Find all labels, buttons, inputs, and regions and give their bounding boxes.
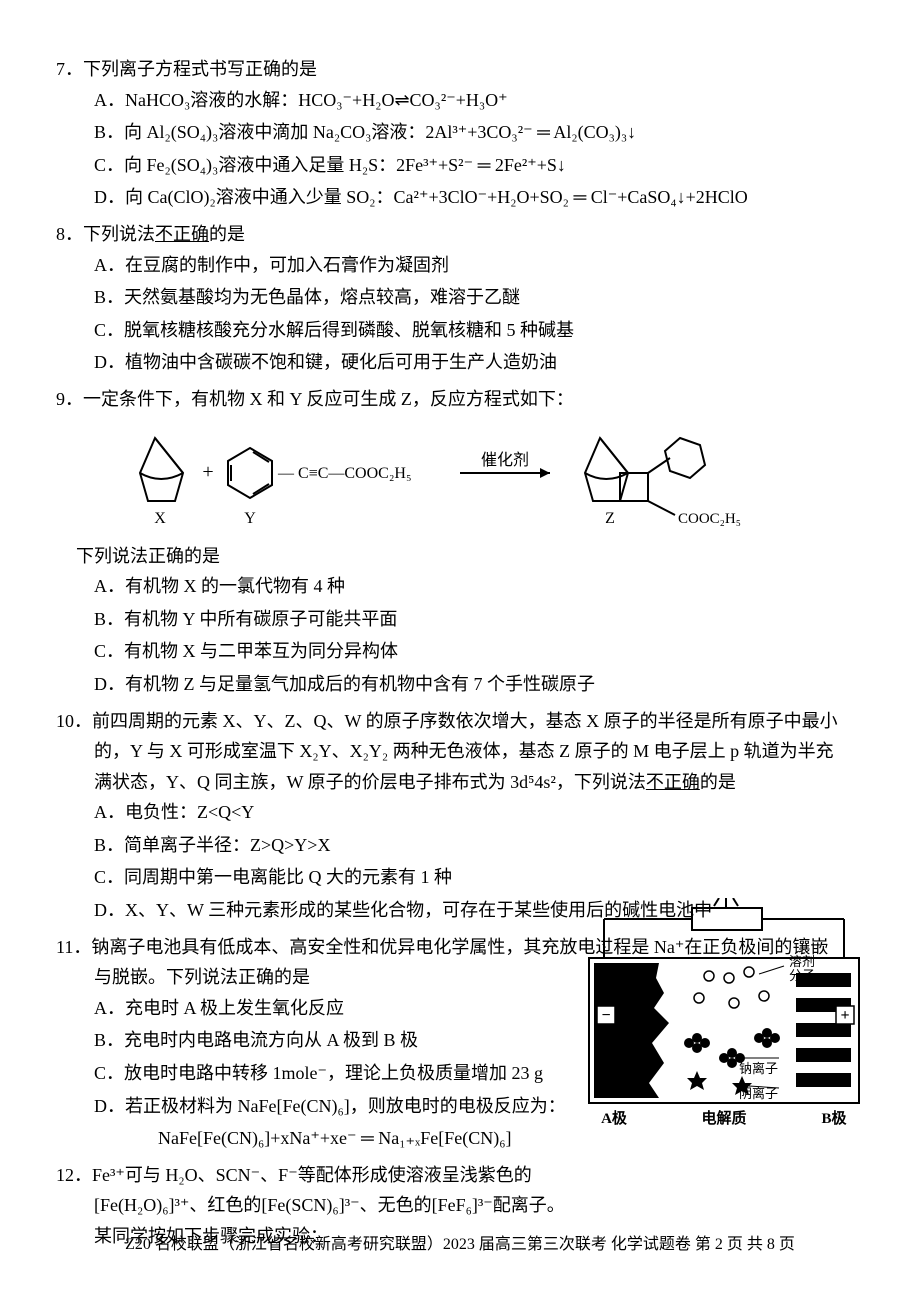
q8-stem-post: 的是 (209, 224, 245, 244)
question-7: 7．下列离子方程式书写正确的是 A．NaHCO₃溶液的水解：HCO₃⁻+H₂O⇌… (56, 54, 864, 213)
q9-substatement: 下列说法正确的是 (56, 541, 864, 572)
q8-stem-underline: 不正确 (155, 224, 209, 244)
catalyst-label: 催化剂 (481, 451, 529, 469)
q12-stem-line2: [Fe(H₂O)₆]³⁺、红色的[Fe(SCN)₆]³⁻、无色的[FeF₆]³⁻… (56, 1190, 596, 1221)
q12-stem-line1: 12．Fe³⁺可与 H₂O、SCN⁻、F⁻等配体形成使溶液呈浅紫色的 (56, 1160, 596, 1191)
battery-diagram: − + 溶剂 分子 (584, 898, 864, 1133)
q7-options: A．NaHCO₃溶液的水解：HCO₃⁻+H₂O⇌CO₃²⁻+H₃O⁺ B．向 A… (56, 85, 864, 213)
q9-options: A．有机物 X 的一氯代物有 4 种 B．有机物 Y 中所有碳原子可能共平面 C… (56, 571, 864, 699)
q11-option-c: C．放电时电路中转移 1mole⁻，理论上负极质量增加 23 g (94, 1058, 644, 1089)
page-footer: Z20 名校联盟（浙江省名校新高考研究联盟）2023 届高三第三次联考 化学试题… (0, 1231, 920, 1258)
q10-stem-line2: 的，Y 与 X 可形成室温下 X₂Y、X₂Y₂ 两种无色液体，基态 Z 原子的 … (56, 736, 864, 767)
q10-option-c: C．同周期中第一电离能比 Q 大的元素有 1 种 (94, 862, 864, 893)
b-electrode-label: B极 (821, 1109, 847, 1127)
question-8: 8．下列说法不正确的是 A．在豆腐的制作中，可加入石膏作为凝固剂 B．天然氨基酸… (56, 219, 864, 378)
formula-segment: — C≡C—COOC₂H₅ (277, 465, 412, 482)
x-label: X (154, 510, 166, 527)
q9-reaction-figure: X + Y — C≡C—COOC₂H₅ 催化剂 (56, 423, 864, 533)
q10-option-a: A．电负性：Z<Q<Y (94, 797, 864, 828)
reaction-svg: X + Y — C≡C—COOC₂H₅ 催化剂 (100, 423, 820, 533)
molecule-label: 分子 (789, 968, 815, 983)
q8-option-c: C．脱氧核糖核酸充分水解后得到磷酸、脱氧核糖和 5 种碱基 (94, 315, 864, 346)
question-9: 9．一定条件下，有机物 X 和 Y 反应可生成 Z，反应方程式如下： X + Y… (56, 384, 864, 700)
q10-stem-line3-pre: 满状态，Y、Q 同主族，W 原子的价层电子排布式为 3d⁵4s²，下列说法 (94, 772, 646, 792)
q9-option-b: B．有机物 Y 中所有碳原子可能共平面 (94, 604, 864, 635)
q7-option-c: C．向 Fe₂(SO₄)₃溶液中通入足量 H₂S：2Fe³⁺+S²⁻ ═ 2Fe… (94, 150, 864, 181)
q10-option-b: B．简单离子半径：Z>Q>Y>X (94, 830, 864, 861)
q8-stem-pre: 8．下列说法 (56, 224, 155, 244)
anion-label: 阴离子 (739, 1086, 778, 1101)
q7-stem: 7．下列离子方程式书写正确的是 (56, 54, 864, 85)
plus-sign: + (202, 461, 213, 483)
plus-terminal: + (840, 1007, 849, 1024)
q10-stem-line3: 满状态，Y、Q 同主族，W 原子的价层电子排布式为 3d⁵4s²，下列说法不正确… (56, 767, 864, 798)
minus-terminal: − (601, 1007, 610, 1024)
electrolyte-label: 电解质 (701, 1109, 746, 1127)
battery-svg: − + 溶剂 分子 (584, 898, 864, 1133)
q7-option-d: D．向 Ca(ClO)₂溶液中通入少量 SO₂：Ca²⁺+3ClO⁻+H₂O+S… (94, 182, 864, 213)
cooc-label: COOC₂H₅ (678, 511, 741, 527)
q10-stem-line3-underline: 不正确 (646, 772, 700, 792)
q9-option-d: D．有机物 Z 与足量氢气加成后的有机物中含有 7 个手性碳原子 (94, 669, 864, 700)
q8-option-a: A．在豆腐的制作中，可加入石膏作为凝固剂 (94, 250, 864, 281)
q7-option-b: B．向 Al₂(SO₄)₃溶液中滴加 Na₂CO₃溶液：2Al³⁺+3CO₃²⁻… (94, 117, 864, 148)
q8-option-d: D．植物油中含碳碳不饱和键，硬化后可用于生产人造奶油 (94, 347, 864, 378)
q8-option-b: B．天然氨基酸均为无色晶体，熔点较高，难溶于乙醚 (94, 282, 864, 313)
q8-stem: 8．下列说法不正确的是 (56, 219, 864, 250)
solvent-label: 溶剂 (789, 954, 815, 969)
q10-stem-line3-post: 的是 (700, 772, 736, 792)
a-electrode-label: A极 (601, 1109, 628, 1127)
sodium-label: 钠离子 (739, 1061, 778, 1076)
q11-option-d-line1: D．若正极材料为 NaFe[Fe(CN)₆]，则放电时的电极反应为： (94, 1091, 644, 1122)
q9-stem: 9．一定条件下，有机物 X 和 Y 反应可生成 Z，反应方程式如下： (56, 384, 864, 415)
y-label: Y (244, 510, 256, 527)
q10-stem-line1: 10．前四周期的元素 X、Y、Z、Q、W 的原子序数依次增大，基态 X 原子的半… (56, 706, 864, 737)
q7-option-a: A．NaHCO₃溶液的水解：HCO₃⁻+H₂O⇌CO₃²⁻+H₃O⁺ (94, 85, 864, 116)
question-10: 10．前四周期的元素 X、Y、Z、Q、W 的原子序数依次增大，基态 X 原子的半… (56, 706, 864, 926)
q8-options: A．在豆腐的制作中，可加入石膏作为凝固剂 B．天然氨基酸均为无色晶体，熔点较高，… (56, 250, 864, 378)
q9-option-a: A．有机物 X 的一氯代物有 4 种 (94, 571, 864, 602)
q9-option-c: C．有机物 X 与二甲苯互为同分异构体 (94, 636, 864, 667)
z-label: Z (605, 510, 615, 527)
